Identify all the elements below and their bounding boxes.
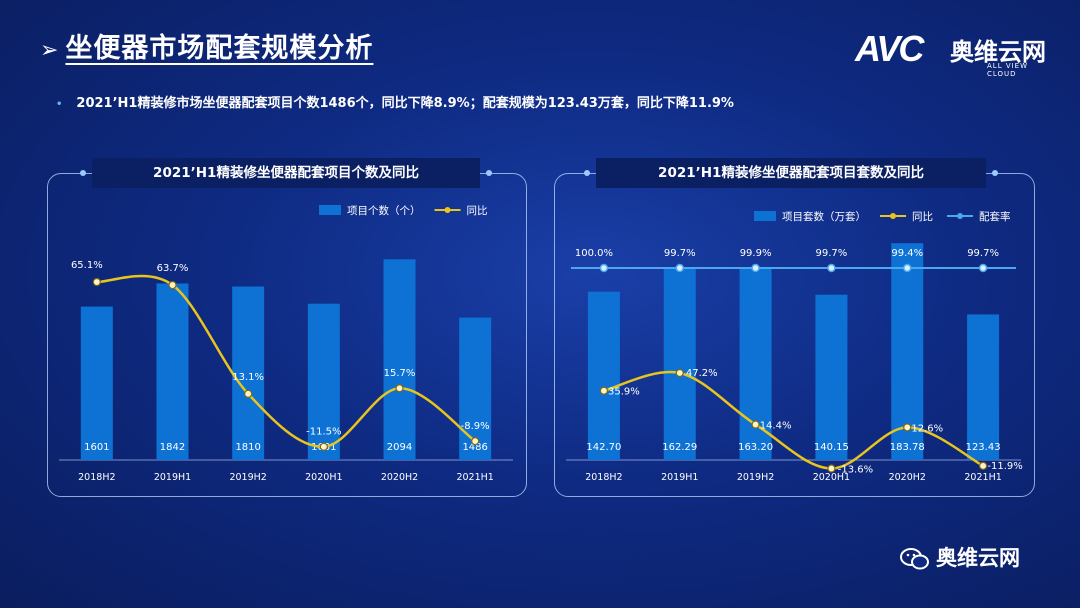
summary-text: 2021’H1精装修市场坐便器配套项目个数1486个，同比下降8.9%；配套规模…: [76, 96, 734, 111]
arrow-icon: ➢: [40, 38, 60, 63]
rate-value-label: 100.0%: [575, 248, 613, 259]
rate-marker: [751, 263, 760, 273]
x-tick-label: 2018H2: [78, 472, 115, 483]
legend-swatch-bar: [319, 205, 341, 215]
yoy-marker: [395, 384, 404, 393]
yoy-value-label: -11.5%: [306, 427, 341, 438]
legend-swatch-marker: [957, 213, 963, 219]
yoy-value-label: 15.7%: [384, 368, 416, 379]
rate-marker: [978, 263, 988, 273]
yoy-marker: [599, 386, 609, 395]
chart-title-left: 2021’H1精装修坐便器配套项目个数及同比: [80, 158, 492, 188]
yoy-value-label: -11.9%: [987, 461, 1022, 472]
chart-left: 项目个数（个） 同比 1601 2018H2 1842 2019H1 1810 2019H2 1…: [59, 204, 513, 483]
avc-logo: AVC 奥维云网 ALL VIEW CLOUD: [855, 28, 1055, 78]
yoy-value-label: -8.9%: [461, 421, 490, 432]
bar: [587, 291, 620, 460]
wechat-icon: [900, 548, 929, 570]
yoy-marker: [244, 389, 253, 398]
yoy-marker: [471, 437, 480, 446]
rate-value-label: 99.9%: [740, 248, 772, 259]
rate-value-label: 99.4%: [891, 248, 923, 259]
bar-value-label: 123.43: [966, 442, 1001, 453]
bar: [156, 283, 189, 460]
rate-marker: [675, 263, 684, 273]
legend-label: 项目套数（万套）: [782, 210, 866, 223]
bar-value-label: 1601: [84, 442, 109, 453]
bullet-dot-icon: •: [56, 99, 63, 110]
x-tick-label: 2020H2: [889, 472, 926, 483]
x-tick-label: 2021H1: [456, 472, 493, 483]
yoy-marker: [92, 277, 101, 287]
yoy-value-label: 14.4%: [760, 421, 792, 432]
yoy-value-label: 65.1%: [71, 260, 103, 271]
yoy-value-label: 13.1%: [232, 372, 264, 383]
chart-right: 项目套数（万套） 同比 配套率 142.70 2018H2 162.29 2019H1 163…: [566, 210, 1023, 483]
yoy-marker: [978, 461, 988, 470]
chart-title-right: 2021’H1精装修坐便器配套项目套数及同比: [584, 158, 998, 188]
summary-bullet: • 2021’H1精装修市场坐便器配套项目个数1486个，同比下降8.9%；配套规…: [56, 92, 734, 111]
legend-swatch-marker: [444, 207, 451, 213]
yoy-marker: [751, 420, 760, 429]
legend-label: 同比: [467, 204, 488, 217]
bar: [967, 314, 1000, 460]
x-tick-label: 2019H2: [737, 472, 774, 483]
logo-en-text: ALL VIEW CLOUD: [987, 62, 1029, 78]
x-tick-label: 2018H2: [585, 472, 622, 483]
bar-value-label: 142.70: [586, 442, 621, 453]
bar-value-label: 2094: [387, 442, 412, 453]
bar: [663, 268, 696, 460]
yoy-marker: [903, 423, 912, 432]
rate-value-label: 99.7%: [816, 248, 848, 259]
bar: [383, 259, 416, 460]
x-tick-label: 2019H1: [661, 472, 698, 483]
bar-value-label: 163.20: [738, 442, 773, 453]
x-tick-label: 2019H2: [229, 472, 266, 483]
bar-value-label: 140.15: [814, 442, 849, 453]
legend-label: 配套率: [979, 210, 1011, 223]
bar-value-label: 183.78: [890, 442, 925, 453]
x-tick-label: 2020H1: [813, 472, 850, 483]
rate-value-label: 99.7%: [967, 248, 999, 259]
yoy-value-label: 63.7%: [157, 263, 189, 274]
x-tick-label: 2021H1: [964, 472, 1001, 483]
yoy-marker: [319, 442, 328, 451]
yoy-line: [603, 370, 984, 470]
yoy-value-label: -13.6%: [838, 465, 873, 476]
yoy-line: [96, 274, 476, 448]
page-title-text: 坐便器市场配套规模分析: [65, 33, 374, 64]
bar: [80, 306, 113, 460]
legend-label: 项目个数（个）: [347, 204, 421, 217]
legend-swatch-marker: [890, 213, 896, 219]
rate-marker: [827, 263, 836, 273]
yoy-marker: [168, 280, 177, 290]
legend-swatch-bar: [754, 211, 776, 221]
yoy-marker: [827, 464, 836, 473]
bar-value-label: 1842: [160, 442, 185, 453]
page-title: ➢ 坐便器市场配套规模分析: [40, 26, 373, 65]
bar: [232, 286, 265, 460]
yoy-value-label: 12.6%: [911, 423, 943, 434]
rate-marker: [903, 263, 912, 273]
wechat-badge: 奥维云网: [900, 542, 1020, 572]
wechat-text: 奥维云网: [936, 546, 1020, 570]
logo-avc-text: AVC: [855, 28, 924, 69]
rate-value-label: 99.7%: [664, 248, 696, 259]
bar-value-label: 162.29: [662, 442, 697, 453]
legend-label: 同比: [912, 210, 933, 223]
bar: [459, 317, 492, 460]
bar-value-label: 1810: [235, 442, 260, 453]
x-tick-label: 2019H1: [154, 472, 191, 483]
bar-value-label: 1486: [462, 442, 487, 453]
bar: [815, 294, 848, 460]
x-tick-label: 2020H2: [381, 472, 418, 483]
bar: [307, 303, 340, 460]
yoy-value-label: 35.9%: [608, 387, 640, 398]
yoy-marker: [675, 368, 684, 378]
logo-cn-text: 奥维云网: [950, 38, 1046, 66]
yoy-value-label: 47.2%: [686, 368, 718, 379]
rate-marker: [599, 263, 609, 273]
x-tick-label: 2020H1: [305, 472, 342, 483]
